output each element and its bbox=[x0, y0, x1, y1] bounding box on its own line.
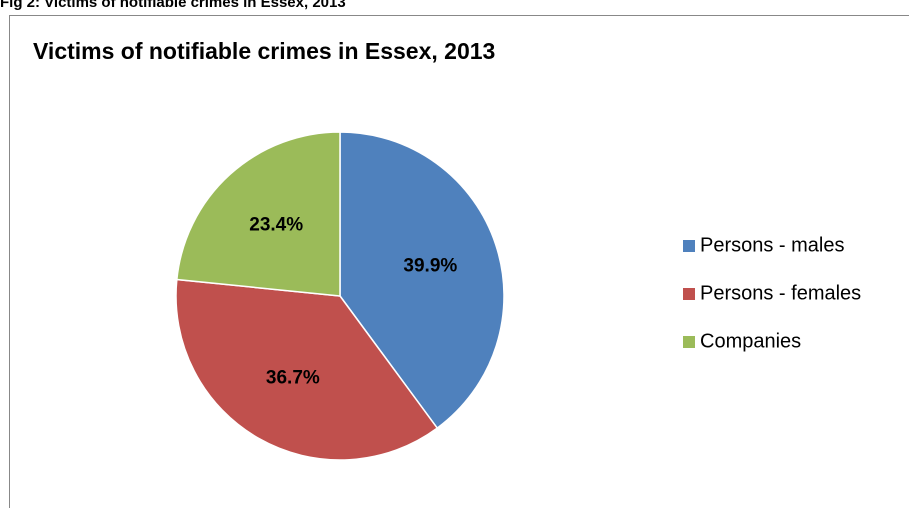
legend-label: Persons - females bbox=[700, 282, 861, 304]
legend-swatch bbox=[683, 240, 695, 252]
pie-slice bbox=[176, 131, 341, 297]
caption: Fig 2: Victims of notifiable crimes in E… bbox=[0, 0, 346, 11]
chart-title: Victims of notifiable crimes in Essex, 2… bbox=[33, 38, 495, 64]
pie-slice bbox=[175, 278, 439, 461]
legend-swatch bbox=[683, 336, 695, 348]
legend-swatch bbox=[683, 288, 695, 300]
legend-label: Companies bbox=[700, 330, 801, 352]
pie-slice bbox=[339, 131, 505, 430]
data-label: 36.7% bbox=[266, 368, 320, 389]
legend-label: Persons - males bbox=[700, 234, 845, 256]
data-label: 23.4% bbox=[249, 214, 303, 235]
data-label: 39.9% bbox=[403, 255, 457, 276]
